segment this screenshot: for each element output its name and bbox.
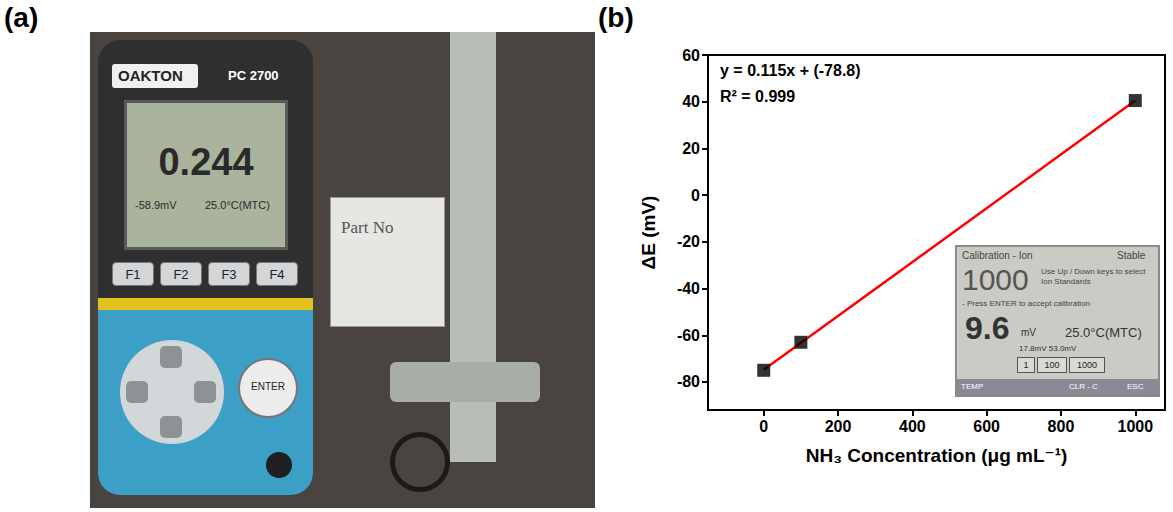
svg-text:40: 40 [682, 93, 700, 110]
html-text:1: 1 [1023, 360, 1029, 370]
svg-text:R² = 0.999: R² = 0.999 [720, 88, 795, 105]
svg-text:-40: -40 [677, 280, 700, 297]
svg-text:1000: 1000 [1117, 418, 1153, 435]
html-text:mV: mV [1021, 327, 1036, 338]
html-text:- Press ENTER to accept calibr: - Press ENTER to accept calibration [962, 299, 1090, 308]
html-text:25.0°C(MTC): 25.0°C(MTC) [1065, 325, 1142, 340]
html-text:(a): (a) [4, 2, 39, 33]
svg-text:600: 600 [973, 418, 1000, 435]
html-text:Calibration - Ion: Calibration - Ion [962, 250, 1033, 261]
svg-text:-20: -20 [677, 233, 700, 250]
html-text:F3: F3 [221, 267, 237, 282]
html-text:17.8mV 53.0mV: 17.8mV 53.0mV [1019, 344, 1077, 353]
html-text:Use Up / Down keys to select I: Use Up / Down keys to select Ion Standar… [1041, 267, 1146, 286]
html-text:1000: 1000 [1077, 360, 1097, 370]
html-text:Part No: Part No [341, 218, 394, 237]
html-text:1000: 1000 [962, 263, 1029, 296]
svg-text:20: 20 [682, 140, 700, 157]
svg-text:-80: -80 [677, 373, 700, 390]
html-text:25.0°C(MTC): 25.0°C(MTC) [205, 199, 270, 211]
html-text:0.244: 0.244 [158, 141, 254, 183]
html-text:CLR - C: CLR - C [1069, 382, 1098, 391]
html-text:Stable: Stable [1117, 250, 1146, 261]
svg-text:0: 0 [691, 187, 700, 204]
html-text:ENTER: ENTER [251, 381, 285, 392]
svg-text:0: 0 [759, 418, 768, 435]
html-text:100: 100 [1044, 360, 1060, 370]
html-text:TEMP: TEMP [961, 382, 984, 391]
svg-text:800: 800 [1048, 418, 1075, 435]
svg-text:-60: -60 [677, 327, 700, 344]
html-text:-58.9mV: -58.9mV [135, 199, 177, 211]
svg-text:200: 200 [825, 418, 852, 435]
html-text:F1: F1 [125, 267, 141, 282]
svg-text:60: 60 [682, 47, 700, 64]
html-text:ESC: ESC [1127, 382, 1144, 391]
html-text:(b): (b) [598, 2, 634, 33]
html-text:F2: F2 [173, 267, 189, 282]
html-text:F4: F4 [269, 267, 285, 282]
html-text:OAKTON: OAKTON [118, 67, 183, 84]
svg-text:y = 0.115x + (-78.8): y = 0.115x + (-78.8) [720, 62, 861, 79]
svg-text:ΔE (mV): ΔE (mV) [638, 196, 659, 270]
html-text:PC 2700: PC 2700 [228, 68, 279, 83]
svg-text:400: 400 [899, 418, 926, 435]
svg-text:NH₃ Concentration (μg mL⁻¹): NH₃ Concentration (μg mL⁻¹) [806, 445, 1068, 466]
html-text:9.6: 9.6 [965, 310, 1010, 346]
